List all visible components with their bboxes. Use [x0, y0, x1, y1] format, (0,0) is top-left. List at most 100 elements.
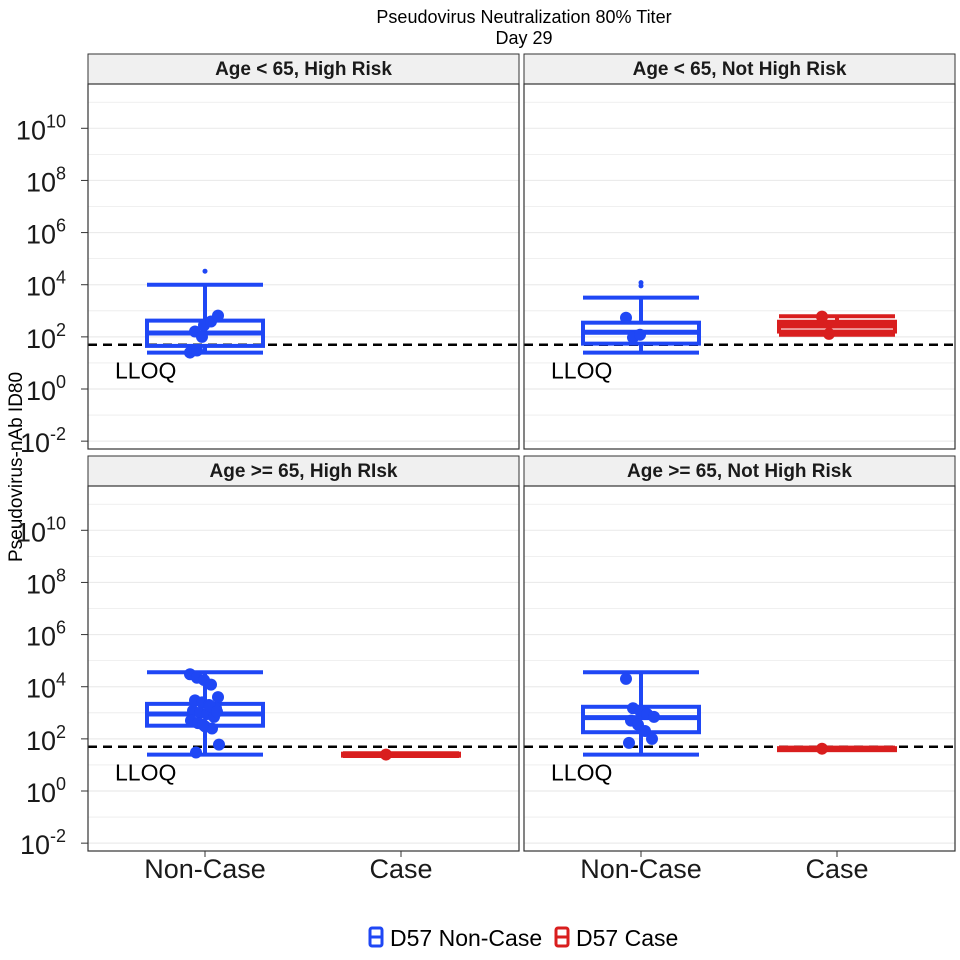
y-tick-label: 100 — [26, 774, 66, 808]
facet-strip-label: Age >= 65, Not High Risk — [627, 461, 852, 482]
data-point — [380, 748, 392, 761]
outlier-point — [202, 268, 208, 274]
y-tick-label: 104 — [26, 670, 66, 704]
y-tick-exponent: 6 — [56, 216, 66, 236]
x-tick-label: Non-Case — [580, 854, 702, 884]
box-group — [581, 280, 701, 355]
panel-border — [87, 83, 520, 450]
y-tick-base: 10 — [26, 376, 56, 406]
data-point — [816, 742, 828, 755]
chart-title: Pseudovirus Neutralization 80% Titer — [376, 7, 671, 27]
lloq-label: LLOQ — [551, 760, 612, 786]
y-tick-exponent: 2 — [56, 722, 66, 742]
data-point — [206, 722, 218, 735]
y-tick-label: 104 — [26, 268, 66, 302]
gridlines — [88, 101, 519, 442]
gridlines — [524, 503, 955, 844]
outlier-point — [638, 280, 644, 286]
box-group — [777, 310, 897, 340]
y-tick-exponent: 0 — [56, 372, 66, 392]
y-tick-base: 10 — [20, 428, 50, 458]
box-group — [145, 268, 265, 359]
legend-key-icon — [554, 926, 570, 948]
y-tick-exponent: -2 — [50, 826, 66, 846]
x-tick-label: Non-Case — [144, 854, 266, 884]
y-tick-label: 108 — [26, 163, 66, 197]
lloq-label: LLOQ — [115, 358, 176, 384]
facet-strip — [87, 455, 520, 487]
y-tick-label: 10-2 — [20, 826, 66, 860]
data-point — [191, 344, 203, 357]
facet-panel: Age < 65, High Risk LLOQ — [87, 53, 520, 450]
data-point — [190, 746, 202, 759]
lloq-label: LLOQ — [115, 760, 176, 786]
panel-border — [523, 485, 956, 852]
y-tick-label: 1010 — [16, 111, 66, 145]
y-tick-base: 10 — [26, 272, 56, 302]
y-tick-exponent: 10 — [46, 513, 66, 533]
y-axis-label: Pseudovirus-nAb ID80 — [6, 372, 27, 562]
y-tick-base: 10 — [26, 622, 56, 652]
y-tick-exponent: 4 — [56, 670, 66, 690]
data-point — [211, 705, 223, 718]
lloq-label: LLOQ — [551, 358, 612, 384]
facet-panel: Age >= 65, High RIsk LLOQ Non-Case Case — [87, 455, 520, 884]
data-point — [212, 691, 224, 704]
y-tick-base: 10 — [16, 517, 46, 547]
y-tick-exponent: 0 — [56, 774, 66, 794]
box-group — [341, 748, 461, 761]
data-point — [196, 330, 208, 343]
y-tick-label: 1010 — [16, 513, 66, 547]
panels: 101010810610410210010-210101081061041021… — [16, 53, 956, 884]
y-tick-label: 108 — [26, 565, 66, 599]
y-tick-exponent: 8 — [56, 163, 66, 183]
panel-border — [87, 485, 520, 852]
y-tick-label: 106 — [26, 618, 66, 652]
box-group — [777, 742, 897, 755]
box-group — [581, 670, 701, 757]
y-tick-exponent: 6 — [56, 618, 66, 638]
box-group — [145, 668, 265, 759]
x-tick-label: Case — [369, 854, 432, 884]
facet-panel: Age >= 65, Not High Risk LLOQ Non-Case Case — [523, 455, 956, 884]
legend-item: D57 Case — [554, 925, 678, 951]
facet-strip — [523, 53, 956, 85]
y-tick-base: 10 — [20, 830, 50, 860]
y-tick-label: 102 — [26, 722, 66, 756]
y-tick-label: 106 — [26, 216, 66, 250]
data-point — [212, 309, 224, 322]
y-tick-base: 10 — [26, 569, 56, 599]
facet-panel: Age < 65, Not High Risk LLOQ — [523, 53, 956, 450]
y-tick-base: 10 — [26, 220, 56, 250]
legend-label: D57 Non-Case — [390, 925, 542, 951]
y-tick-base: 10 — [26, 674, 56, 704]
legend-label: D57 Case — [576, 925, 678, 951]
facet-strip-label: Age >= 65, High RIsk — [210, 461, 398, 482]
y-tick-label: 102 — [26, 320, 66, 354]
facet-strip — [87, 53, 520, 85]
y-tick-exponent: 10 — [46, 111, 66, 131]
facet-strip-label: Age < 65, Not High Risk — [633, 59, 847, 80]
y-tick-exponent: 4 — [56, 268, 66, 288]
y-tick-base: 10 — [16, 115, 46, 145]
y-tick-base: 10 — [26, 167, 56, 197]
data-point — [646, 732, 658, 745]
gridlines — [524, 101, 955, 442]
y-tick-base: 10 — [26, 726, 56, 756]
chart-subtitle: Day 29 — [495, 28, 552, 48]
gridlines — [88, 503, 519, 844]
legend: D57 Non-Case D57 Case — [368, 925, 678, 951]
data-point — [205, 678, 217, 691]
y-tick-label: 100 — [26, 372, 66, 406]
data-point — [639, 725, 651, 738]
data-point — [816, 310, 828, 323]
y-tick-base: 10 — [26, 324, 56, 354]
data-point — [620, 311, 632, 324]
data-point — [634, 328, 646, 341]
x-tick-label: Case — [805, 854, 868, 884]
data-point — [823, 327, 835, 340]
y-tick-base: 10 — [26, 778, 56, 808]
y-tick-label: 10-2 — [20, 424, 66, 458]
data-point — [648, 710, 660, 723]
